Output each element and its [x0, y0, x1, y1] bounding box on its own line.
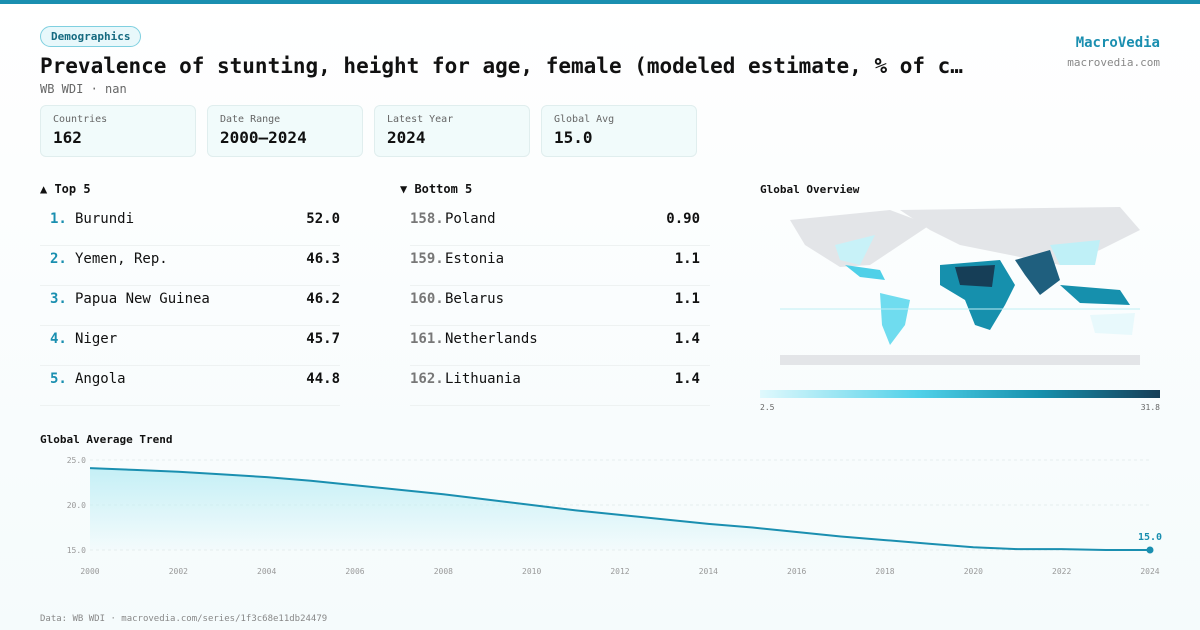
stat-card: Global Avg 15.0	[541, 105, 697, 157]
stat-label: Latest Year	[387, 114, 454, 125]
end-point	[1146, 546, 1154, 554]
rank-row: 1. Burundi 52.0	[40, 205, 340, 246]
country: Lithuania	[445, 371, 521, 387]
stat-card: Latest Year 2024	[374, 105, 530, 157]
rank-row: 158. Poland 0.90	[410, 205, 710, 246]
area	[90, 468, 1150, 550]
title: Prevalence of stunting, height for age, …	[40, 54, 963, 78]
value: 45.7	[306, 331, 340, 347]
x-tick-label: 2010	[522, 567, 541, 576]
map: 2.5 31.8	[760, 207, 1160, 412]
choropleth	[835, 235, 1135, 345]
bottom-title: ▼ Bottom 5	[400, 182, 473, 196]
stat-value: 2024	[387, 128, 426, 147]
rank: 1.	[50, 211, 67, 227]
country: Yemen, Rep.	[75, 251, 168, 267]
country: Belarus	[445, 291, 505, 307]
country: Burundi	[75, 211, 135, 227]
value: 1.1	[674, 291, 700, 307]
x-tick-label: 2012	[610, 567, 629, 576]
stat-value: 2000–2024	[220, 128, 307, 147]
map-title: Global Overview	[760, 183, 860, 196]
x-tick-label: 2004	[257, 567, 276, 576]
line	[89, 467, 1150, 551]
rank: 162.	[410, 371, 444, 387]
footer[interactable]: Data: WB WDI · macrovedia.com/series/1f3…	[40, 614, 328, 624]
x-tick-label: 2014	[699, 567, 718, 576]
value: 46.3	[306, 251, 340, 267]
value: 1.4	[674, 331, 700, 347]
colorbar	[760, 390, 1160, 398]
rank-row: 160. Belarus 1.1	[410, 285, 710, 326]
x-tick-label: 2006	[345, 567, 364, 576]
rank-row: 3. Papua New Guinea 46.2	[40, 285, 340, 326]
country: Poland	[445, 211, 496, 227]
chart-title: Global Average Trend	[40, 433, 173, 446]
rank-row: 4. Niger 45.7	[40, 325, 340, 366]
x-tick-label: 2000	[80, 567, 99, 576]
rank-row: 2. Yemen, Rep. 46.3	[40, 245, 340, 286]
rank: 158.	[410, 211, 444, 227]
value: 0.90	[666, 211, 700, 227]
rank: 2.	[50, 251, 67, 267]
x-tick-label: 2024	[1140, 567, 1159, 576]
stat-card: Countries 162	[40, 105, 196, 157]
rank: 5.	[50, 371, 67, 387]
value-label: 15.0	[1138, 532, 1162, 543]
subtitle: WB WDI · nan	[40, 82, 127, 96]
rank: 160.	[410, 291, 444, 307]
rank: 161.	[410, 331, 444, 347]
brand[interactable]: MacroVedia	[1075, 35, 1160, 51]
country: Papua New Guinea	[75, 291, 210, 307]
stat-value: 162	[53, 128, 82, 147]
top-title: ▲ Top 5	[40, 182, 91, 196]
value: 46.2	[306, 291, 340, 307]
x-tick-label: 2016	[787, 567, 806, 576]
country: Angola	[75, 371, 126, 387]
site[interactable]: macrovedia.com	[1067, 56, 1160, 69]
stat-label: Global Avg	[554, 114, 615, 125]
stat-label: Date Range	[220, 114, 281, 125]
country: Niger	[75, 331, 118, 347]
stat-card: Date Range 2000–2024	[207, 105, 363, 157]
rank-row: 159. Estonia 1.1	[410, 245, 710, 286]
x-tick-label: 2008	[434, 567, 453, 576]
y-tick-label: 20.0	[67, 501, 86, 510]
trend-chart: 15.0 20.0 25.0 2000 2002 2004 2006 2008 2010 2012…	[67, 456, 1162, 576]
value: 44.8	[306, 371, 340, 387]
rank-row: 5. Angola 44.8	[40, 365, 340, 406]
value: 52.0	[306, 211, 340, 227]
value: 1.1	[674, 251, 700, 267]
y-tick-label: 15.0	[67, 546, 86, 555]
rank: 4.	[50, 331, 67, 347]
x-tick-label: 2018	[875, 567, 894, 576]
rank-row: 161. Netherlands 1.4	[410, 325, 710, 366]
country: Netherlands	[445, 331, 538, 347]
x-tick-label: 2020	[964, 567, 983, 576]
rank-row: 162. Lithuania 1.4	[410, 365, 710, 406]
scale-max: 31.8	[1141, 403, 1160, 412]
x-tick-label: 2002	[169, 567, 188, 576]
y-tick-label: 25.0	[67, 456, 86, 465]
top-bar	[0, 0, 1200, 4]
value: 1.4	[674, 371, 700, 387]
rank: 3.	[50, 291, 67, 307]
rank: 159.	[410, 251, 444, 267]
x-tick-label: 2022	[1052, 567, 1071, 576]
stat-value: 15.0	[554, 128, 593, 147]
country: Estonia	[445, 251, 505, 267]
stat-label: Countries	[53, 114, 108, 125]
scale-min: 2.5	[760, 403, 775, 412]
badge[interactable]: Demographics	[40, 26, 142, 47]
